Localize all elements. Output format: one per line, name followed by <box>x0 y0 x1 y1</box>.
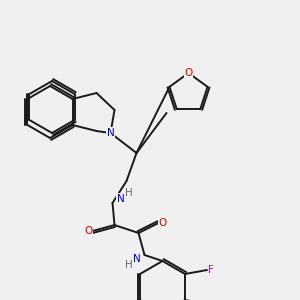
Text: O: O <box>158 218 166 228</box>
Text: N: N <box>106 128 114 138</box>
Text: O: O <box>184 68 193 78</box>
Text: N: N <box>133 254 140 264</box>
Text: O: O <box>84 226 93 236</box>
Text: H: H <box>124 260 132 270</box>
Text: N: N <box>117 194 124 204</box>
Text: F: F <box>208 265 214 275</box>
Text: H: H <box>124 188 132 198</box>
